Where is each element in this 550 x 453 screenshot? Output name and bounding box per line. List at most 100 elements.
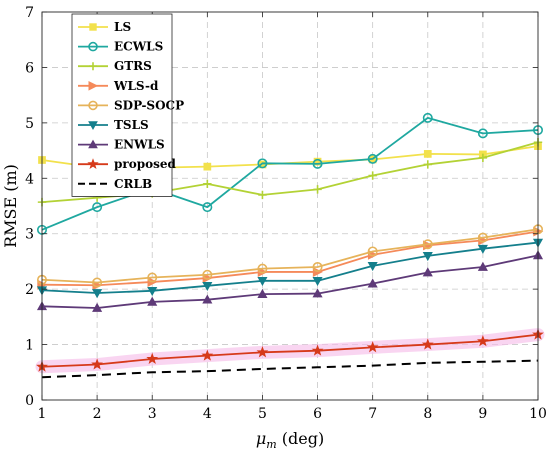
data-point-ecwls (422, 112, 433, 123)
x-tick-label: 5 (258, 406, 267, 422)
legend-marker-enwls (88, 139, 98, 149)
data-point-tsls (422, 252, 433, 262)
data-point-tsls (477, 244, 488, 254)
legend-marker-tsls (88, 121, 98, 131)
legend-label-enwls: ENWLS (114, 138, 165, 152)
legend-label-ecwls: ECWLS (114, 40, 163, 54)
y-tick-label: 5 (25, 116, 34, 132)
data-point-ls (203, 162, 212, 171)
data-point-proposed (366, 341, 379, 353)
x-tick-label: 8 (423, 406, 432, 422)
data-point-gtrs (258, 190, 267, 200)
series-enwls (36, 250, 544, 312)
legend-entry-proposed: proposed (78, 157, 177, 171)
data-point-tsls (367, 262, 378, 272)
data-point-wls-d (202, 273, 213, 284)
data-point-sdp-socp (92, 277, 103, 288)
data-point-enwls (257, 288, 268, 298)
legend-entry-ls: LS (78, 20, 131, 34)
y-tick-label: 2 (25, 282, 34, 298)
legend-label-tsls: TSLS (114, 118, 149, 132)
legend: LS ECWLS GTRS WLS-d SDP-SOCP TSLS ENWLS propose… (71, 13, 184, 197)
data-point-tsls (312, 276, 323, 287)
data-point-ecwls (367, 153, 378, 164)
x-tick-label: 3 (148, 406, 157, 422)
data-point-ls (423, 150, 432, 158)
series-line-crlb (41, 359, 539, 379)
legend-marker-wls-d (88, 80, 99, 91)
y-tick-label: 0 (25, 393, 34, 409)
x-axis-label: μm (deg) (256, 429, 324, 451)
legend-marker-sdp-socp (88, 100, 98, 111)
data-point-sdp-socp (422, 239, 433, 250)
x-tick-label: 6 (313, 406, 322, 422)
data-point-wls-d (257, 266, 268, 277)
data-point-tsls (147, 286, 158, 297)
y-axis-label: RMSE (m) (1, 164, 20, 248)
series-line-ecwls (41, 116, 539, 231)
data-point-ecwls (257, 158, 268, 169)
data-point-proposed (421, 338, 434, 350)
data-point-gtrs (313, 185, 322, 194)
data-point-gtrs (368, 171, 377, 180)
data-point-proposed (91, 358, 103, 370)
x-tick-label: 7 (368, 406, 377, 422)
y-tick-label: 4 (25, 171, 34, 187)
data-point-enwls (202, 294, 213, 304)
data-point-gtrs (203, 179, 212, 189)
legend-entry-ecwls: ECWLS (78, 40, 163, 54)
series-line-sdp-socp (41, 228, 539, 284)
plot-frame (41, 11, 539, 401)
legend-entry-sdp-socp: SDP-SOCP (78, 98, 184, 112)
data-point-enwls (147, 296, 158, 306)
data-point-ecwls (312, 158, 323, 169)
data-point-enwls (92, 302, 103, 312)
legend-label-wls-d: WLS-d (113, 79, 159, 93)
data-point-ecwls (92, 202, 103, 213)
legend-marker-gtrs (89, 62, 97, 71)
legend-entry-wls-d: WLS-d (78, 79, 159, 93)
data-point-tsls (202, 281, 213, 292)
y-tick-label: 3 (25, 227, 34, 243)
series-line-tsls (41, 241, 539, 294)
data-point-sdp-socp (257, 263, 268, 274)
legend-label-sdp-socp: SDP-SOCP (114, 98, 184, 112)
data-point-proposed (477, 335, 489, 347)
data-point-tsls (92, 289, 103, 299)
data-point-sdp-socp (312, 261, 323, 272)
data-point-ecwls (202, 202, 213, 213)
y-tick-label: 6 (25, 60, 34, 76)
legend-entry-crlb: CRLB (78, 177, 152, 191)
data-point-enwls (477, 261, 488, 271)
data-point-proposed (146, 352, 159, 364)
y-tick-label: 1 (25, 338, 34, 354)
legend-label-proposed: proposed (114, 157, 177, 171)
data-point-sdp-socp (147, 272, 158, 283)
series-proposed (36, 328, 544, 372)
series-layer (36, 112, 544, 379)
data-point-enwls (312, 288, 323, 298)
data-point-tsls (257, 276, 268, 287)
data-point-gtrs (478, 153, 488, 162)
data-point-sdp-socp (477, 232, 488, 243)
data-point-sdp-socp (202, 269, 213, 280)
data-point-proposed (256, 346, 269, 358)
x-tick-label: 10 (529, 406, 547, 422)
series-line-proposed (41, 333, 539, 368)
data-point-gtrs (423, 160, 432, 169)
data-point-proposed (311, 344, 324, 356)
x-axis-label-unit: (deg) (277, 429, 325, 448)
series-line-wls-d (41, 230, 539, 287)
legend-entry-gtrs: GTRS (78, 59, 152, 73)
legend-entry-enwls: ENWLS (78, 138, 165, 152)
legend-marker-ls (89, 23, 97, 31)
data-point-ecwls (477, 128, 488, 139)
x-axis-label-mu: μ (256, 429, 266, 448)
y-tick-label: 7 (25, 5, 34, 21)
data-point-sdp-socp (367, 246, 378, 257)
legend-entry-tsls: TSLS (78, 118, 149, 132)
legend-marker-ecwls (88, 41, 98, 52)
x-tick-label: 9 (478, 406, 487, 422)
